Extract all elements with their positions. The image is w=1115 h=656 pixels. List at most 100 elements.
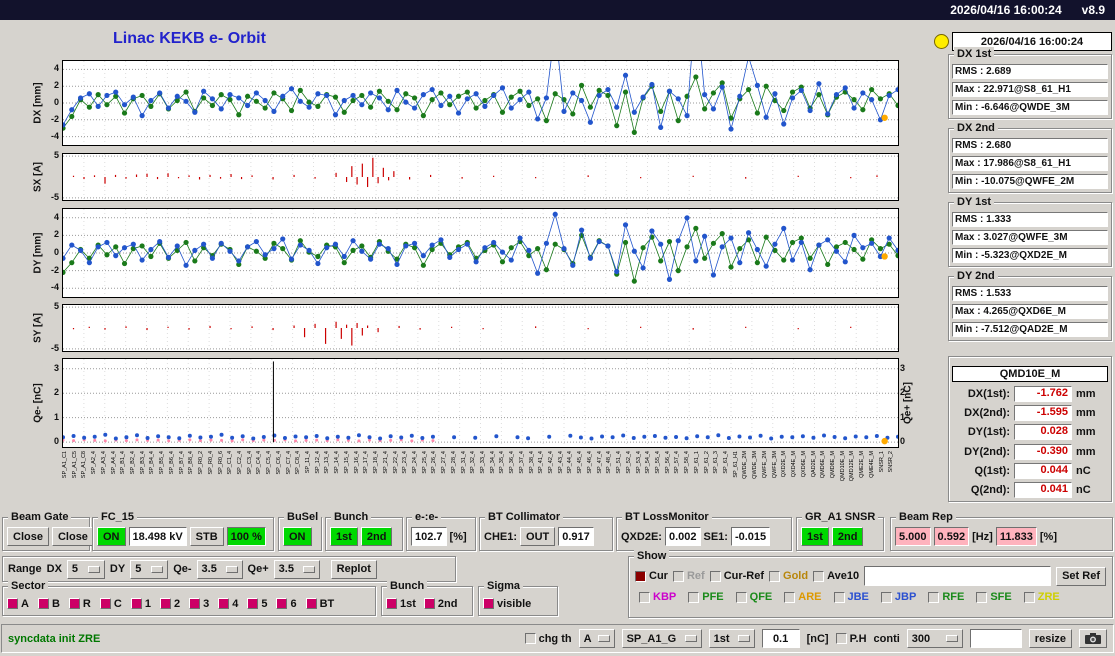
range-qem-dropdown[interactable]: 3.5 <box>196 559 243 579</box>
sector-checkbox-6[interactable]: 6 <box>276 598 297 610</box>
show-ave10-checkbox[interactable]: Ave10 <box>813 570 859 582</box>
bpm-select-dropdown[interactable]: SP_A1_G <box>621 629 702 648</box>
screenshot-camera-button[interactable] <box>1079 629 1107 648</box>
sigma-visible-checkbox[interactable]: visible <box>483 598 531 610</box>
snsr-2nd-button[interactable]: 2nd <box>831 527 864 546</box>
sx-plot-canvas[interactable] <box>62 153 899 201</box>
checkbox-icon <box>130 598 142 609</box>
sector-checkbox-r[interactable]: R <box>68 598 91 610</box>
checkbox-icon <box>1023 591 1035 603</box>
range-dy-dropdown[interactable]: 5 <box>130 559 169 579</box>
ref-name-input[interactable] <box>864 566 1052 586</box>
qmd-row-label: Q(2nd): <box>970 483 1010 496</box>
qmd-row-unit: mm <box>1076 407 1096 420</box>
qmd-row-value: 0.028 <box>1014 424 1072 441</box>
dx-plot-canvas[interactable] <box>62 60 899 146</box>
range-dx-dropdown[interactable]: 5 <box>66 559 105 579</box>
qmd-row-unit: mm <box>1076 388 1096 401</box>
beam-rep-readout-1: 5.000 <box>895 527 931 546</box>
show-jbe-checkbox[interactable]: JBE <box>833 591 869 603</box>
stats-dy-2nd: DY 2nd RMS : 1.533 Max : 4.265@QXD6E_M M… <box>948 269 1112 341</box>
busel-on-button[interactable]: ON <box>283 527 312 546</box>
blank-entry-field[interactable] <box>969 629 1022 648</box>
qmd-row-label: DY(2nd): <box>964 445 1010 458</box>
sector-label: 4 <box>232 597 239 610</box>
stats-dx-1st: DX 1st RMS : 2.689 Max : 22.971@S8_61_H1… <box>948 47 1112 119</box>
chg-th-checkbox[interactable]: chg th <box>524 633 572 645</box>
show-pfe-checkbox[interactable]: PFE <box>688 591 724 603</box>
camera-icon <box>1085 633 1101 644</box>
bunch-indicator-group: Bunch 1st 2nd <box>325 510 403 551</box>
sector-checkbox-b[interactable]: B <box>37 598 60 610</box>
che1-out-button[interactable]: OUT <box>520 527 556 546</box>
bunch-select-dropdown[interactable]: 1st <box>708 629 755 648</box>
ph-checkbox[interactable]: P.H <box>835 633 867 645</box>
sector-checkbox-2[interactable]: 2 <box>159 597 181 610</box>
qe-plot-canvas[interactable] <box>62 358 899 448</box>
show-zre-checkbox[interactable]: ZRE <box>1023 591 1060 603</box>
show-cur-ref-label: Cur-Ref <box>723 570 765 582</box>
show-zre-label: ZRE <box>1037 591 1060 603</box>
snsr-1st-button[interactable]: 1st <box>801 527 829 546</box>
sector-checkbox-bt[interactable]: BT <box>305 597 335 610</box>
qmd-row-value: -1.762 <box>1014 386 1072 403</box>
bt-collimator-group: BT Collimator CHE1: OUT 0.917 <box>479 510 613 551</box>
beam-gate-close-a-button[interactable]: Close <box>7 527 49 546</box>
replot-button[interactable]: Replot <box>330 559 377 579</box>
sector-checkbox-3[interactable]: 3 <box>189 598 209 610</box>
bunch-1st-button[interactable]: 1st <box>330 527 358 546</box>
option-menu-indicator-icon <box>225 565 238 573</box>
show-cur-checkbox[interactable]: Cur <box>635 570 668 582</box>
sector-label: 1 <box>144 597 151 610</box>
range-qem-label: Qe- <box>173 563 192 575</box>
bunch-2nd-checkbox[interactable]: 2nd <box>423 598 457 610</box>
show-jbp-checkbox[interactable]: JBP <box>880 591 916 603</box>
stats-dy-1st: DY 1st RMS : 1.333 Max : 3.027@QWFE_3M M… <box>948 195 1112 267</box>
sy-plot-canvas[interactable] <box>62 304 899 352</box>
sector-checkbox-1[interactable]: 1 <box>130 597 151 610</box>
sector-label: 2 <box>173 597 181 610</box>
show-qfe-checkbox[interactable]: QFE <box>735 591 772 603</box>
beam-gate-close-b-button[interactable]: Close <box>51 527 94 546</box>
range-qem-value: 3.5 <box>201 563 217 575</box>
qmd-row-label: Q(1st): <box>974 464 1010 477</box>
interval-dropdown[interactable]: 300 <box>906 629 963 648</box>
fc15-percent-readout: 100 % <box>226 527 266 546</box>
sector-checkbox-5[interactable]: 5 <box>247 598 267 610</box>
stats-dy-1st-title: DY 1st <box>954 195 995 209</box>
stat-value: Min : -10.075@QWFE_2M <box>952 174 1108 189</box>
show-gold-checkbox[interactable]: Gold <box>769 570 808 582</box>
qmd-element-name[interactable]: QMD10E_M <box>952 366 1108 382</box>
show-are-checkbox[interactable]: ARE <box>784 591 822 603</box>
checkbox-icon <box>7 598 18 609</box>
set-ref-button[interactable]: Set Ref <box>1056 566 1106 586</box>
bunch-2nd-button[interactable]: 2nd <box>360 527 393 546</box>
show-rfe-checkbox[interactable]: RFE <box>928 591 964 603</box>
show-cur-ref-checkbox[interactable]: Cur-Ref <box>709 570 765 582</box>
checkbox-icon <box>68 598 80 609</box>
range-qep-dropdown[interactable]: 3.5 <box>273 559 320 579</box>
sector-checkbox-a[interactable]: A <box>7 598 29 610</box>
show-kbp-checkbox[interactable]: KBP <box>639 591 676 603</box>
sector-label: BT <box>319 597 335 610</box>
show-cur-label: Cur <box>649 570 668 582</box>
stat-value: RMS : 2.680 <box>952 138 1108 153</box>
show-sfe-checkbox[interactable]: SFE <box>976 591 1012 603</box>
qmd-row-value: -1.595 <box>1014 405 1072 422</box>
resize-button[interactable]: resize <box>1028 629 1072 648</box>
dy-plot-canvas[interactable] <box>62 208 899 298</box>
ee-ratio-title: e-:e- <box>412 510 442 524</box>
dy-plot-row: DY [mm] 4 2 0 -2 -4 <box>0 208 935 298</box>
sector-select-dropdown[interactable]: A <box>578 629 615 648</box>
fc15-on-button[interactable]: ON <box>97 527 126 546</box>
show-ref-checkbox[interactable]: Ref <box>672 570 705 582</box>
fc15-stb-button[interactable]: STB <box>189 527 224 546</box>
threshold-field[interactable]: 0.1 <box>761 629 800 648</box>
sector-checkbox-4[interactable]: 4 <box>218 598 238 610</box>
gr-snsr-group: GR_A1 SNSR 1st 2nd <box>796 510 884 551</box>
sector-checkbox-c[interactable]: C <box>99 598 122 610</box>
bunch-1st-checkbox[interactable]: 1st <box>386 598 416 610</box>
option-menu-indicator-icon <box>737 635 750 642</box>
show-row-1: Cur Ref Cur-Ref Gold Ave10 Set Ref <box>635 566 1106 586</box>
